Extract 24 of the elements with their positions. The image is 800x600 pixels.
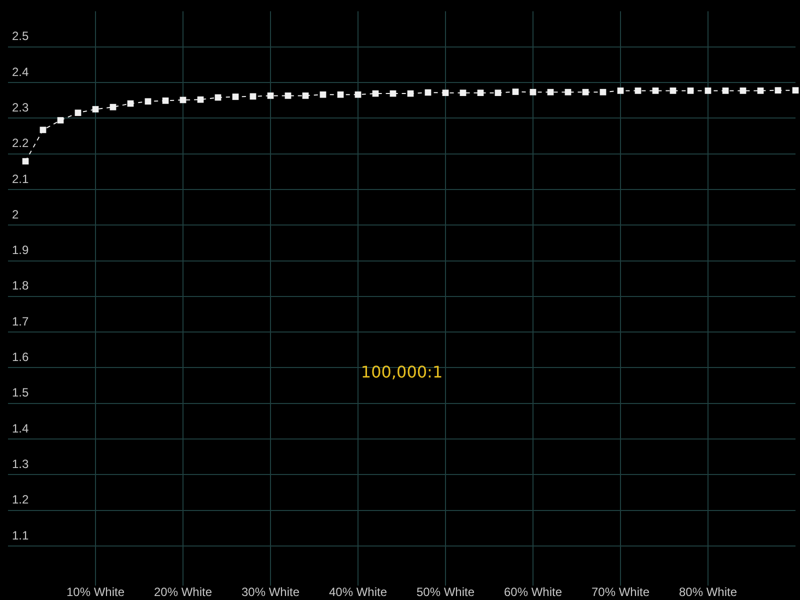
y-tick-label: 1.4 — [12, 421, 30, 436]
y-tick-label: 1.1 — [12, 528, 30, 542]
y-tick-label: 2.2 — [12, 136, 30, 150]
y-tick-label: 1.2 — [12, 492, 30, 507]
x-tick-label: 30% White — [241, 585, 300, 600]
x-tick-label: 50% White — [416, 585, 475, 600]
y-tick-label: 1.9 — [12, 243, 30, 258]
y-tick-label: 2.5 — [12, 29, 30, 44]
y-tick-label: 1.3 — [12, 456, 30, 471]
y-tick-label: 2.3 — [12, 100, 30, 114]
x-tick-label: 40% White — [328, 585, 388, 600]
y-tick-label: 1.8 — [12, 278, 30, 293]
x-tick-label: 60% White — [504, 585, 562, 600]
x-tick-label: 70% White — [591, 585, 650, 600]
y-tick-label: 1.7 — [12, 314, 30, 328]
y-tick-label: 1.5 — [12, 386, 30, 400]
y-tick-label: 2 — [12, 207, 19, 222]
x-tick-label: 10% White — [66, 585, 125, 600]
y-tick-label: 2.4 — [12, 64, 30, 79]
y-tick-label: 2.1 — [12, 172, 30, 186]
y-tick-label: 1.6 — [12, 350, 30, 364]
x-tick-label: 20% White — [154, 585, 212, 600]
x-tick-label: 80% White — [678, 585, 738, 600]
annotation: 100,000:1 — [360, 362, 443, 382]
